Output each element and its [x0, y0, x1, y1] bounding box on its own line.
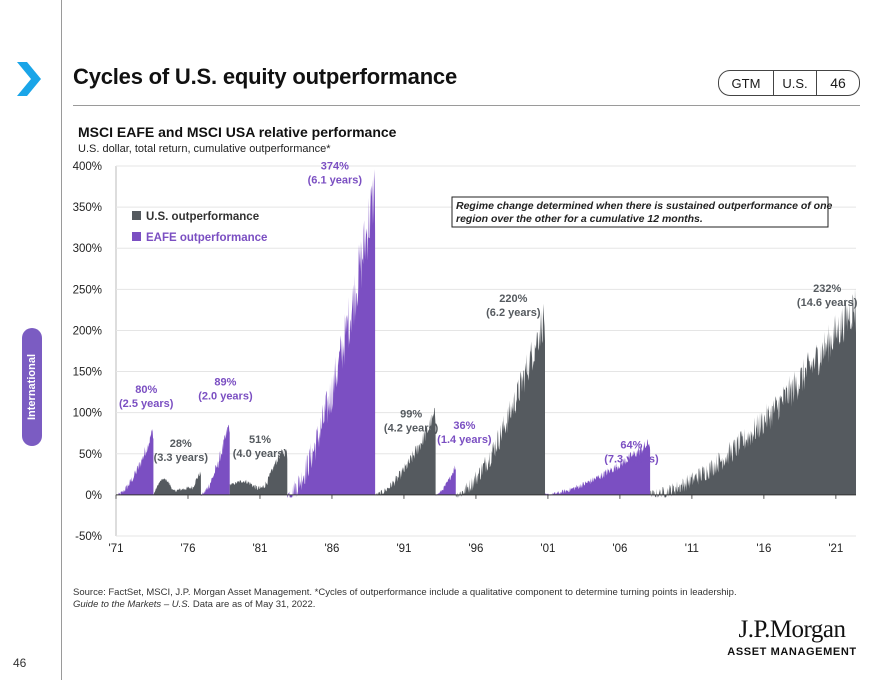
cycle-duration-label: (2.5 years): [119, 398, 174, 410]
x-tick-label: '71: [109, 543, 124, 555]
cycle-peak-label: 64%: [620, 439, 642, 451]
cycle-peak-label: 89%: [214, 377, 236, 389]
cycle-duration-label: (3.3 years): [154, 452, 209, 464]
logo-wordmark: J.P.Morgan: [738, 616, 846, 643]
us-cycle-area: [153, 471, 201, 495]
y-tick-label: 150%: [73, 367, 102, 379]
chart-subtitle: U.S. dollar, total return, cumulative ou…: [78, 143, 331, 155]
cycle-duration-label: (7.3 years): [604, 453, 659, 465]
eafe-cycle-area: [435, 465, 456, 496]
relative-performance-chart: 400% 350% 300% 250% 200% 150% 100% 50% 0% -50% '71…: [73, 160, 858, 555]
x-tick-label: '21: [828, 543, 843, 555]
legend-swatch: [132, 232, 141, 241]
y-tick-label: 100%: [73, 408, 102, 420]
cycle-peak-label: 51%: [249, 434, 271, 446]
gtm-badge-region: U.S.: [774, 71, 817, 95]
cycle-duration-label: (4.0 years): [233, 448, 288, 460]
eafe-cycle-area: [287, 169, 376, 498]
eafe-cycle-area: [545, 439, 651, 496]
cycle-duration-label: (14.6 years): [797, 297, 858, 309]
us-cycle-area: [375, 407, 436, 496]
jpmorgan-logo: J.P.Morgan ASSET MANAGEMENT: [724, 616, 860, 658]
y-tick-label: -50%: [75, 531, 102, 543]
title-divider: [73, 105, 860, 106]
x-tick-label: '06: [612, 543, 627, 555]
gtm-badge-page: 46: [830, 75, 846, 91]
us-cycle-area: [455, 303, 546, 498]
cycle-duration-label: (6.2 years): [486, 307, 541, 319]
page-title: Cycles of U.S. equity outperformance: [73, 64, 457, 89]
legend-label: U.S. outperformance: [146, 211, 259, 223]
cycle-peak-label: 374%: [321, 160, 349, 172]
x-tick-label: '16: [756, 543, 771, 555]
left-margin-rule: [61, 0, 62, 680]
gtm-badge-label: GTM: [719, 71, 774, 95]
cycle-duration-label: (4.2 years): [384, 422, 439, 434]
y-tick-label: 200%: [73, 325, 102, 337]
y-tick-label: 350%: [73, 202, 102, 214]
footnote-guide-title: Guide to the Markets – U.S.: [73, 598, 191, 610]
logo-subtitle: ASSET MANAGEMENT: [727, 646, 857, 658]
footnote-source: Source: FactSet, MSCI, J.P. Morgan Asset…: [73, 587, 737, 598]
source-footnote: Source: FactSet, MSCI, J.P. Morgan Asset…: [73, 587, 753, 610]
y-tick-label: 50%: [79, 449, 102, 461]
x-tick-label: '01: [540, 543, 555, 555]
x-tick-label: '11: [685, 543, 699, 555]
cycle-peak-label: 36%: [453, 420, 475, 432]
cycle-peak-label: 99%: [400, 408, 422, 420]
gtm-badge: GTM U.S. 46: [718, 70, 860, 96]
regime-note-line: region over the other for a cumulative 1…: [456, 213, 703, 225]
chart-title: MSCI EAFE and MSCI USA relative performa…: [78, 124, 397, 140]
cycle-duration-label: (2.0 years): [198, 391, 253, 403]
x-tick-label: '81: [252, 543, 267, 555]
footnote-as-of: Data are as of May 31, 2022.: [190, 598, 316, 610]
us-cycle-area: [650, 288, 856, 498]
cycle-duration-label: (6.1 years): [308, 174, 363, 186]
eafe-cycle-area: [200, 424, 230, 496]
y-tick-label: 0%: [85, 490, 102, 502]
x-tick-label: '96: [468, 543, 483, 555]
regime-note-box: [451, 196, 829, 228]
y-tick-label: 250%: [73, 284, 102, 296]
regime-note-line: Regime change determined when there is s…: [456, 200, 832, 212]
x-tick-label: '86: [324, 543, 339, 555]
cycle-peak-label: 232%: [813, 283, 841, 295]
y-tick-label: 300%: [73, 243, 102, 255]
section-tab-international[interactable]: International: [22, 328, 42, 446]
us-cycle-area: [229, 448, 288, 495]
cycle-peak-label: 80%: [135, 384, 157, 396]
y-tick-label: 400%: [73, 161, 102, 173]
legend-label: EAFE outperformance: [146, 232, 267, 244]
cycle-peak-label: 28%: [170, 438, 192, 450]
legend-swatch: [132, 211, 141, 220]
eafe-cycle-area: [117, 428, 154, 496]
chevron-right-icon: [15, 60, 43, 103]
page-number: 46: [13, 656, 27, 670]
cycle-duration-label: (1.4 years): [437, 434, 492, 446]
x-tick-label: '76: [180, 543, 195, 555]
x-tick-label: '91: [396, 543, 411, 555]
cycle-peak-label: 220%: [499, 293, 527, 305]
